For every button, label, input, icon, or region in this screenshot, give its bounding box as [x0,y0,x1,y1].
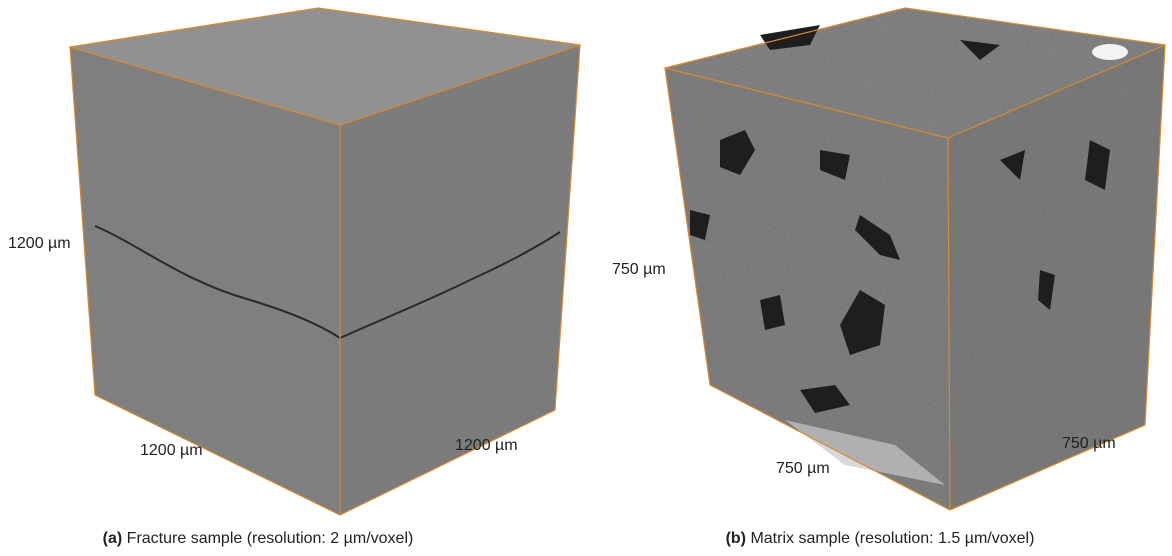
caption: (a) Fracture sample (resolution: 2 µm/vo… [103,530,414,547]
cube-left-face [665,68,950,510]
dimension-label: 1200 µm [140,442,203,459]
dimension-label: 1200 µm [8,235,71,252]
dimension-label: 750 µm [776,460,830,477]
dimension-label: 750 µm [612,261,666,278]
caption: (b) Matrix sample (resolution: 1.5 µm/vo… [726,530,1035,547]
figure: 1200 µm 1200 µm 1200 µm 750 µm 750 µm 75… [0,0,1172,556]
caption-text: Matrix sample (resolution: 1.5 µm/voxel) [750,530,1034,547]
dimension-label: 1200 µm [455,437,518,454]
cube-left-face [70,47,340,515]
caption-text: Fracture sample (resolution: 2 µm/voxel) [127,530,414,547]
inclusion [1092,44,1128,60]
panel-label: (a) [103,530,123,547]
panel-label: (b) [726,530,746,547]
dimension-label: 750 µm [1062,435,1116,452]
